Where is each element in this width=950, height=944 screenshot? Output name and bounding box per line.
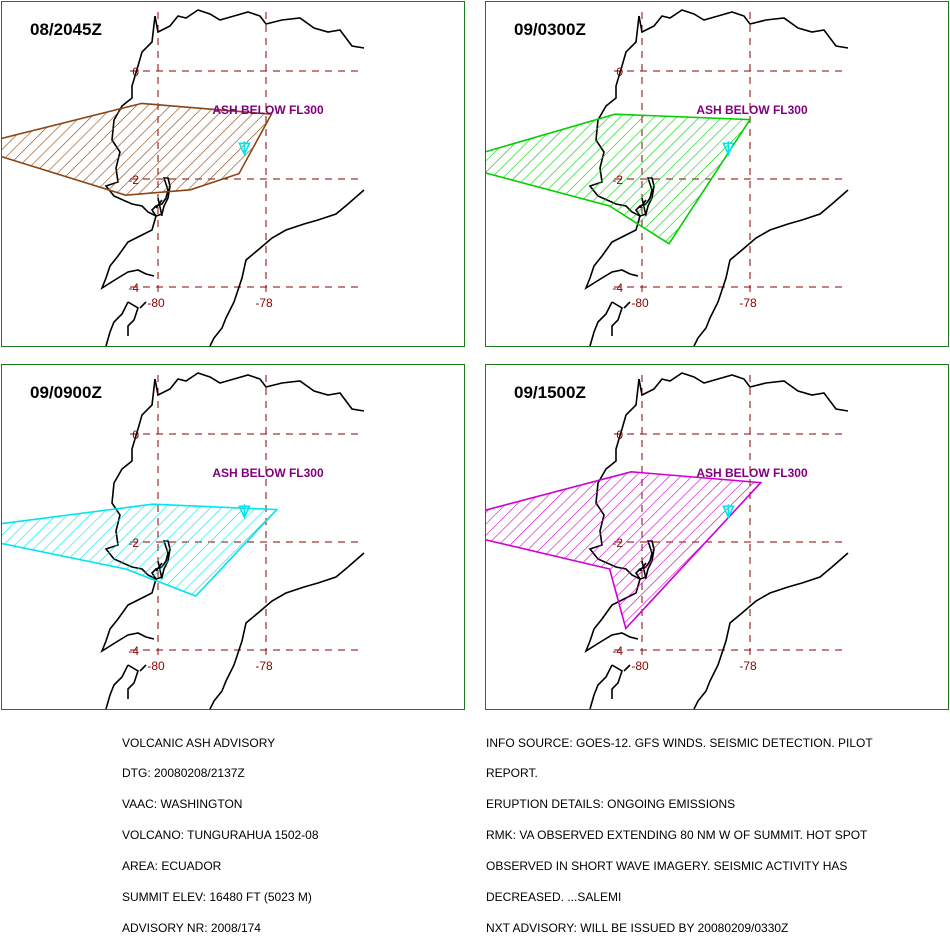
panel-time-4: 09/1500Z — [514, 383, 586, 402]
lat-label: 0 — [616, 65, 623, 79]
lat-label: -2 — [612, 173, 623, 187]
lon-label: -80 — [631, 659, 649, 673]
ash-cloud-polygon — [2, 503, 279, 597]
lat-label: -4 — [612, 644, 623, 658]
coastline — [105, 301, 139, 346]
advisory-line: SUMMIT ELEV: 16480 FT (5023 M) — [122, 890, 312, 905]
ash-level-label: ASH BELOW FL300 — [212, 103, 324, 117]
map-panel-4: 0 -2 -4 -80 -78 ASH BELOW FL300 09/1500Z — [485, 364, 949, 710]
coastline — [623, 301, 631, 309]
volcano-icon — [238, 504, 251, 520]
map-canvas-1: 0 -2 -4 -80 -78 ASH BELOW FL300 — [2, 9, 365, 346]
volcano-icon — [722, 141, 735, 157]
lat-label: -2 — [128, 536, 139, 550]
lon-label: -80 — [147, 296, 165, 310]
advisory-line: NXT ADVISORY: WILL BE ISSUED BY 20080209… — [486, 920, 789, 935]
advisory-text-left: VOLCANIC ASH ADVISORY DTG: 20080208/2137… — [122, 717, 472, 944]
lat-label: 0 — [132, 65, 139, 79]
ash-cloud-polygon — [486, 470, 763, 631]
advisory-line: ADVISORY NR: 2008/174 — [122, 920, 261, 935]
advisory-line: VOLCANIC ASH ADVISORY — [122, 735, 276, 750]
advisory-line: DECREASED. ...SALEMI — [486, 890, 622, 905]
lon-label: -78 — [739, 296, 757, 310]
lat-label: -2 — [612, 536, 623, 550]
coastline — [584, 215, 641, 290]
map-panel-3: 0 -2 -4 -80 -78 ASH BELOW FL300 09/0900Z — [1, 364, 465, 710]
advisory-line: VOLCANO: TUNGURAHUA 1502-08 — [122, 828, 319, 843]
lat-label: -4 — [612, 281, 623, 295]
advisory-line: ERUPTION DETAILS: ONGOING EMISSIONS — [486, 797, 736, 812]
coastline — [638, 372, 849, 412]
advisory-line: VAAC: WASHINGTON — [122, 797, 243, 812]
coastline — [105, 664, 139, 709]
panel-time-2: 09/0300Z — [514, 20, 586, 39]
coastline — [100, 578, 157, 653]
lat-label: -2 — [128, 173, 139, 187]
advisory-line: DTG: 20080208/2137Z — [122, 766, 245, 781]
coastline — [693, 189, 849, 346]
coastline — [154, 372, 365, 412]
map-canvas-2: 0 -2 -4 -80 -78 ASH BELOW FL300 — [486, 9, 849, 346]
ash-cloud-polygon — [486, 113, 752, 245]
map-canvas-4: 0 -2 -4 -80 -78 ASH BELOW FL300 — [486, 372, 849, 709]
coastline — [623, 664, 631, 672]
advisory-line: RMK: VA OBSERVED EXTENDING 80 NM W OF SU… — [486, 828, 868, 843]
ash-level-label: ASH BELOW FL300 — [696, 103, 808, 117]
coastline — [693, 552, 849, 709]
advisory-text-right: INFO SOURCE: GOES-12. GFS WINDS. SEISMIC… — [486, 717, 916, 944]
map-panel-1: 0 -2 -4 -80 -78 ASH BELOW FL300 08/2045Z — [1, 1, 465, 347]
coastline — [589, 664, 623, 709]
panel-time-3: 09/0900Z — [30, 383, 102, 402]
coastline — [139, 664, 147, 672]
map-canvas-3: 0 -2 -4 -80 -78 ASH BELOW FL300 — [2, 372, 365, 709]
advisory-line: REPORT. — [486, 766, 538, 781]
coastline — [139, 301, 147, 309]
ash-level-label: ASH BELOW FL300 — [212, 466, 324, 480]
ash-level-label: ASH BELOW FL300 — [696, 466, 808, 480]
coastline — [100, 215, 157, 290]
advisory-line: OBSERVED IN SHORT WAVE IMAGERY. SEISMIC … — [486, 859, 848, 874]
advisory-line: INFO SOURCE: GOES-12. GFS WINDS. SEISMIC… — [486, 735, 873, 750]
coastline — [589, 301, 623, 346]
lat-label: 0 — [616, 428, 623, 442]
volcano-icon — [722, 504, 735, 520]
advisory-line: AREA: ECUADOR — [122, 859, 222, 874]
coastline — [209, 189, 365, 346]
coastline — [638, 9, 849, 49]
lat-label: 0 — [132, 428, 139, 442]
lat-label: -4 — [128, 281, 139, 295]
ash-cloud-polygon — [2, 102, 273, 197]
lon-label: -80 — [631, 296, 649, 310]
lon-label: -78 — [739, 659, 757, 673]
lat-label: -4 — [128, 644, 139, 658]
coastline — [154, 9, 365, 49]
lon-label: -80 — [147, 659, 165, 673]
panel-time-1: 08/2045Z — [30, 20, 102, 39]
volcano-icon — [238, 141, 251, 157]
lon-label: -78 — [255, 296, 273, 310]
coastline — [209, 552, 365, 709]
lon-label: -78 — [255, 659, 273, 673]
coastline — [155, 197, 163, 217]
map-panel-2: 0 -2 -4 -80 -78 ASH BELOW FL300 09/0300Z — [485, 1, 949, 347]
